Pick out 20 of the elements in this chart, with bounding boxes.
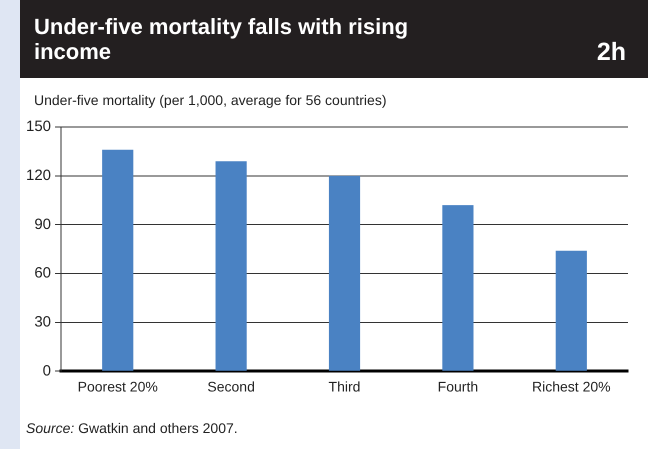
y-tick-label: 60: [34, 264, 52, 282]
source-note: Source: Gwatkin and others 2007.: [26, 420, 238, 436]
bar: [328, 176, 360, 371]
x-tick-label: Richest 20%: [532, 378, 611, 394]
text: 2h: [596, 38, 626, 67]
y-tick-label: 120: [26, 166, 52, 184]
x-tick-label: Fourth: [438, 378, 478, 394]
bar: [442, 205, 474, 371]
y-tick-label: 150: [26, 118, 52, 136]
y-tick-label: 90: [34, 216, 52, 233]
y-tick-label: 0: [42, 362, 52, 380]
x-tick-label: Second: [207, 378, 255, 394]
x-tick-label: Third: [328, 378, 360, 394]
y-axis-title: Under-five mortality (per 1,000, average for 56 countries): [34, 92, 386, 108]
y-tick-label: 30: [34, 314, 52, 330]
bar: [216, 161, 247, 371]
bar: [556, 250, 587, 371]
x-tick-label: Poorest 20%: [78, 378, 158, 394]
chart-title: Under-five mortality falls with rising income: [34, 14, 410, 64]
bar: [102, 150, 134, 371]
